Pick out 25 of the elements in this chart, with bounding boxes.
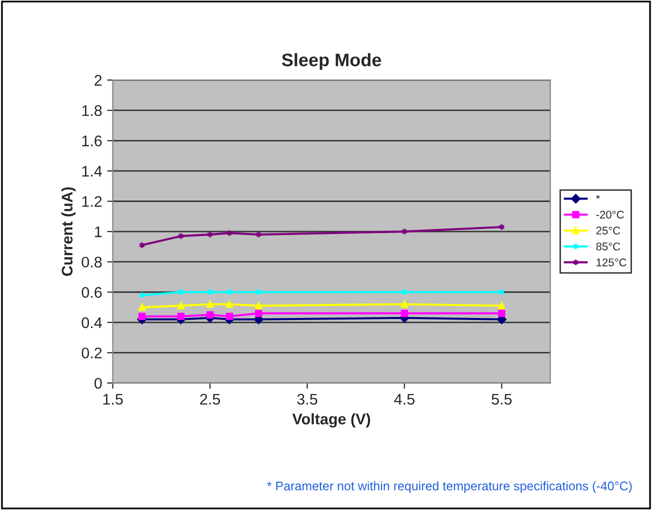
y-tick-label: 0.6 — [82, 286, 102, 298]
legend-label: * — [596, 194, 600, 199]
legend-label: -20°C — [596, 210, 624, 219]
y-tick-label: 1.6 — [82, 136, 102, 146]
legend-label: 125°C — [596, 258, 626, 266]
x-tick-label: 3.5 — [297, 394, 318, 405]
y-tick-label: 0.8 — [82, 256, 102, 268]
chart-title: Sleep Mode — [282, 53, 382, 70]
y-tick-label: 2 — [94, 74, 102, 86]
y-tick-label: 1.8 — [82, 105, 102, 116]
x-tick-label: 5.5 — [492, 394, 512, 405]
y-axis-title: Current (uA) — [61, 187, 76, 276]
legend-label: 85°C — [596, 242, 620, 250]
text: * Parameter not within required temperature specifications (-40°C) — [267, 481, 632, 493]
x-axis-title: Voltage (V) — [292, 413, 370, 428]
x-tick-label: 4.5 — [394, 394, 414, 405]
y-tick-label: 0 — [94, 378, 102, 389]
y-tick-label: 0.2 — [82, 348, 102, 358]
legend-label: 25°C — [596, 226, 620, 235]
y-tick-label: 1.2 — [82, 196, 102, 207]
x-tick-label: 1.5 — [103, 394, 123, 405]
y-tick-label: 0.4 — [82, 317, 102, 328]
y-tick-label: 1.4 — [82, 166, 102, 176]
y-tick-label: 1 — [95, 226, 102, 238]
x-tick-label: 2.5 — [200, 394, 220, 405]
